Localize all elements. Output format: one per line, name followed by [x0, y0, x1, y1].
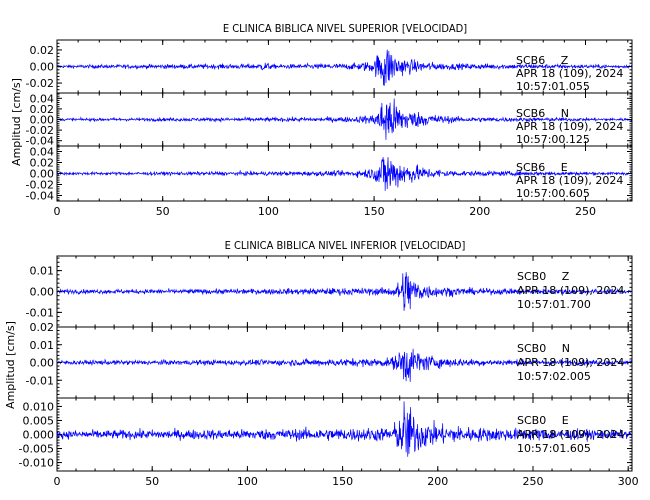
trace-station-label: SCB6 N — [516, 107, 569, 120]
y-tick-label: 0.01 — [30, 339, 55, 352]
y-tick-label: -0.02 — [26, 77, 54, 90]
y-tick-label: -0.04 — [26, 190, 54, 203]
station-code: SCB0 — [517, 270, 546, 283]
y-tick-label: 0.02 — [30, 44, 55, 57]
component-code: N — [561, 107, 569, 120]
trace-time: 10:57:01.055 — [516, 80, 590, 93]
y-tick-label: 0.00 — [30, 357, 55, 370]
y-axis-ticks: 0.02 0.00 -0.02 — [26, 39, 632, 94]
y-axis-label-superior: Amplitud [cm/s] — [10, 78, 23, 166]
y-tick-label: 0.02 — [30, 321, 55, 334]
component-code: E — [561, 161, 568, 174]
y-tick-label: 0.02 — [30, 157, 55, 170]
chart-superior: E CLINICA BIBLICA NIVEL SUPERIOR [VELOCI… — [10, 22, 633, 218]
trace-station-label: SCB0 N — [517, 342, 570, 355]
y-axis-ticks: 0.040.020.00-0.02-0.04 — [26, 92, 632, 148]
y-tick-label: -0.010 — [19, 457, 54, 470]
y-tick-label: 0.005 — [23, 414, 55, 427]
y-tick-label: -0.02 — [26, 179, 54, 192]
trace-date: APR 18 (109), 2024 — [516, 174, 623, 187]
component-code: Z — [561, 54, 569, 67]
x-tick-label: 100 — [258, 205, 279, 218]
panel-scb0-n: 0.02 0.01 0.00 -0.01 SCB0 N APR 18 (109), 2… — [26, 321, 633, 399]
station-code: SCB0 — [517, 414, 546, 427]
trace-station-label: SCB0 Z — [517, 270, 570, 283]
seismic-trace-scb6-e — [56, 157, 633, 191]
y-tick-label: -0.02 — [26, 124, 54, 137]
trace-station-label: SCB6 E — [516, 161, 568, 174]
y-tick-label: 0.00 — [30, 114, 55, 127]
panel-scb0-z: 0.010.00-0.01 SCB0 Z APR 18 (109), 2024 … — [26, 255, 633, 328]
y-tick-label: -0.01 — [26, 306, 54, 319]
y-tick-label: 0.00 — [30, 286, 55, 299]
x-tick-label: 150 — [364, 205, 385, 218]
chart-inferior: E CLINICA BIBLICA NIVEL INFERIOR [VELOCI… — [4, 239, 639, 488]
x-tick-label: 300 — [618, 475, 639, 488]
seismic-trace-scb6-z — [56, 49, 633, 86]
trace-time: 10:57:01.605 — [517, 442, 591, 455]
component-code: E — [562, 414, 569, 427]
y-axis-ticks: 0.02 0.01 0.00 -0.01 — [26, 321, 632, 399]
y-tick-label: -0.005 — [19, 443, 54, 456]
panel-scb6-n: 0.040.020.00-0.02-0.04 SCB6 N APR 18 (10… — [26, 92, 633, 148]
y-tick-label: -0.04 — [26, 135, 54, 148]
trace-date: APR 18 (109), 2024 — [516, 67, 623, 80]
trace-date: APR 18 (109), 2024 — [516, 120, 623, 133]
station-code: SCB6 — [516, 107, 545, 120]
component-code: Z — [562, 270, 570, 283]
seismic-trace-scb0-n — [56, 348, 633, 382]
y-tick-label: 0.010 — [23, 400, 55, 413]
panel-scb6-z: 0.020.00-0.02 SCB6 Z APR 18 (109), 2024 … — [26, 39, 633, 94]
trace-station-label: SCB0 E — [517, 414, 569, 427]
x-axis-superior: 0 50 100 150 200 250 — [54, 205, 596, 218]
x-tick-label: 50 — [156, 205, 170, 218]
y-tick-label: 0.00 — [30, 168, 55, 181]
station-code: SCB6 — [516, 54, 545, 67]
component-code: N — [562, 342, 570, 355]
x-tick-label: 100 — [237, 475, 258, 488]
trace-time: 10:57:00.125 — [516, 133, 590, 146]
panel-scb6-e: 0.040.020.00-0.02-0.04 SCB6 E APR 18 (10… — [26, 145, 633, 203]
trace-date: APR 18 (109), 2024 — [517, 356, 624, 369]
chart-title-inferior: E CLINICA BIBLICA NIVEL INFERIOR [VELOCI… — [225, 239, 466, 252]
x-axis-inferior: 0 50 100 150 200 250 300 — [54, 475, 639, 488]
y-tick-label: 0.04 — [30, 92, 55, 105]
station-code: SCB0 — [517, 342, 546, 355]
x-tick-label: 0 — [54, 205, 61, 218]
x-tick-label: 200 — [427, 475, 448, 488]
y-tick-label: 0.00 — [30, 61, 55, 74]
trace-date: APR 18 (109), 2024 — [517, 284, 624, 297]
x-tick-label: 150 — [332, 475, 353, 488]
x-tick-label: 200 — [469, 205, 490, 218]
y-tick-label: -0.01 — [26, 374, 54, 387]
trace-time: 10:57:00.605 — [516, 187, 590, 200]
trace-time: 10:57:01.700 — [517, 298, 591, 311]
x-tick-label: 50 — [145, 475, 159, 488]
x-tick-label: 250 — [522, 475, 543, 488]
seismic-trace-scb0-z — [56, 272, 633, 311]
y-tick-label: 0.04 — [30, 146, 55, 159]
seismic-trace-scb6-n — [56, 98, 633, 140]
trace-time: 10:57:02.005 — [517, 370, 591, 383]
y-tick-label: 0.02 — [30, 103, 55, 116]
x-tick-label: 0 — [54, 475, 61, 488]
x-tick-label: 250 — [575, 205, 596, 218]
trace-station-label: SCB6 Z — [516, 54, 569, 67]
y-axis-ticks: 0.040.020.00-0.02-0.04 — [26, 146, 632, 203]
y-tick-label: 0.000 — [23, 429, 55, 442]
chart-title-superior: E CLINICA BIBLICA NIVEL SUPERIOR [VELOCI… — [223, 22, 467, 35]
station-code: SCB6 — [516, 161, 545, 174]
y-axis-label-inferior: Amplitud [cm/s] — [4, 321, 17, 409]
seismic-trace-scb0-e — [56, 401, 633, 457]
y-axis-ticks: 0.01 0.00 -0.01 — [26, 256, 632, 327]
y-tick-label: 0.01 — [30, 265, 55, 278]
trace-date: APR 18 (109), 2024 — [517, 428, 624, 441]
